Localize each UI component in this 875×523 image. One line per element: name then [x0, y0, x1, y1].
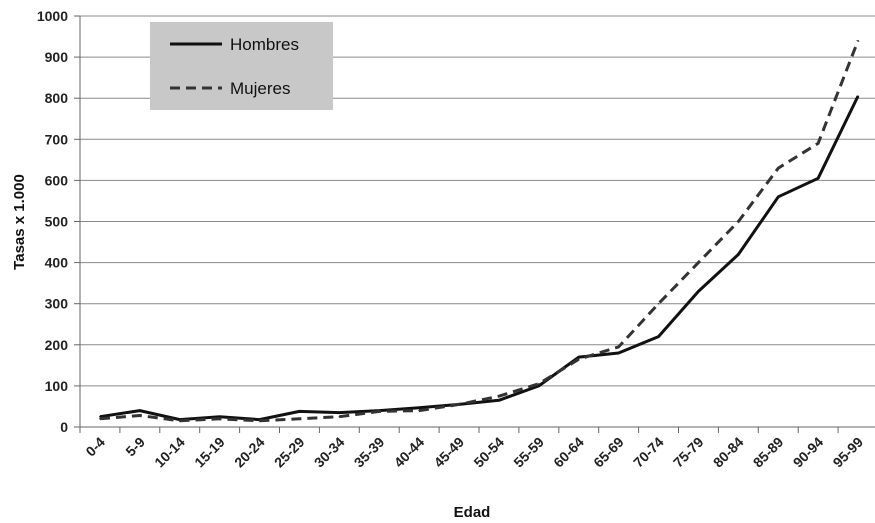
- x-tick-label: 25-29: [271, 434, 308, 471]
- data-point-mujeres: [298, 417, 301, 420]
- gridlines: [80, 15, 875, 387]
- data-point-hombres: [218, 415, 221, 418]
- series-lines: [99, 39, 860, 423]
- data-point-mujeres: [617, 346, 620, 348]
- x-tick-label: 65-69: [590, 434, 627, 471]
- data-point-mujeres: [538, 383, 540, 385]
- x-tick-label: 50-54: [470, 434, 507, 471]
- x-tick-label: 35-39: [351, 434, 388, 471]
- y-tick-label: 100: [45, 378, 69, 394]
- data-point-hombres: [697, 290, 700, 293]
- series-line-mujeres: [99, 40, 860, 423]
- data-point-mujeres: [777, 167, 780, 169]
- y-tick-label: 500: [45, 214, 69, 230]
- data-point-hombres: [817, 177, 819, 180]
- legend-label-hombres: Hombres: [230, 35, 299, 54]
- data-point-mujeres: [697, 261, 700, 264]
- legend-label-mujeres: Mujeres: [230, 79, 290, 98]
- y-tick-label: 200: [45, 337, 69, 353]
- data-point-mujeres: [218, 417, 221, 420]
- legend-box: [150, 22, 333, 110]
- x-tick-label: 75-79: [670, 434, 707, 471]
- data-point-hombres: [777, 196, 780, 198]
- y-tick-label: 300: [45, 296, 69, 312]
- x-tick-label: 95-99: [830, 434, 867, 471]
- x-tick-label: 0-4: [82, 434, 108, 460]
- data-point-hombres: [498, 399, 500, 402]
- data-point-mujeres: [99, 417, 101, 420]
- x-tick-label: 80-84: [710, 434, 747, 471]
- data-point-mujeres: [178, 420, 181, 422]
- data-point-hombres: [99, 415, 101, 418]
- data-point-mujeres: [258, 420, 261, 422]
- data-point-mujeres: [139, 414, 141, 417]
- x-tick-label: 30-34: [311, 434, 348, 471]
- data-point-hombres: [657, 335, 660, 338]
- data-point-mujeres: [418, 409, 420, 412]
- data-point-hombres: [538, 385, 540, 387]
- series-line-hombres: [99, 95, 860, 422]
- x-tick-label: 40-44: [391, 434, 428, 471]
- y-tick-label: 600: [45, 172, 69, 188]
- data-point-mujeres: [378, 410, 381, 413]
- data-point-mujeres: [657, 302, 660, 305]
- x-tick-label: 5-9: [122, 434, 148, 460]
- data-point-mujeres: [817, 142, 819, 145]
- data-point-mujeres: [737, 220, 740, 223]
- y-axis-title: Tasas x 1.000: [11, 174, 28, 270]
- data-point-hombres: [418, 406, 420, 409]
- x-axis-title: Edad: [454, 504, 491, 521]
- data-point-mujeres: [498, 395, 500, 397]
- x-tick-label: 85-89: [750, 434, 787, 471]
- legend: Hombres Mujeres: [150, 22, 333, 110]
- x-tick-label: 45-49: [431, 434, 468, 471]
- y-axis-ticks: 0 100 200 300 400 500 600 700 800 900 1000: [37, 8, 80, 435]
- x-tick-label: 20-24: [231, 434, 268, 471]
- y-tick-label: 0: [60, 419, 68, 435]
- data-point-hombres: [617, 352, 620, 354]
- y-tick-label: 800: [45, 90, 69, 106]
- x-tick-label: 55-59: [510, 434, 547, 471]
- data-point-hombres: [857, 95, 859, 97]
- y-tick-label: 400: [45, 255, 69, 271]
- y-tick-label: 700: [45, 131, 69, 147]
- data-point-hombres: [298, 410, 301, 413]
- y-tick-label: 900: [45, 49, 69, 65]
- data-point-mujeres: [577, 358, 580, 360]
- data-point-hombres: [737, 253, 740, 256]
- x-tick-label: 10-14: [151, 434, 188, 471]
- data-point-hombres: [139, 409, 141, 412]
- data-point-hombres: [577, 356, 580, 358]
- y-tick-label: 1000: [37, 8, 68, 24]
- data-point-mujeres: [458, 403, 460, 406]
- x-tick-label: 90-94: [790, 434, 827, 471]
- x-axis-ticks: 0-4 5-9 10-14 15-19 20-24 25-29 30-34 35-39 40-4…: [79, 427, 867, 471]
- data-point-mujeres: [338, 415, 341, 418]
- data-point-hombres: [338, 411, 341, 414]
- x-tick-label: 60-64: [550, 434, 587, 471]
- x-tick-label: 70-74: [630, 434, 667, 471]
- data-point-mujeres: [857, 39, 859, 42]
- x-tick-label: 15-19: [191, 434, 228, 471]
